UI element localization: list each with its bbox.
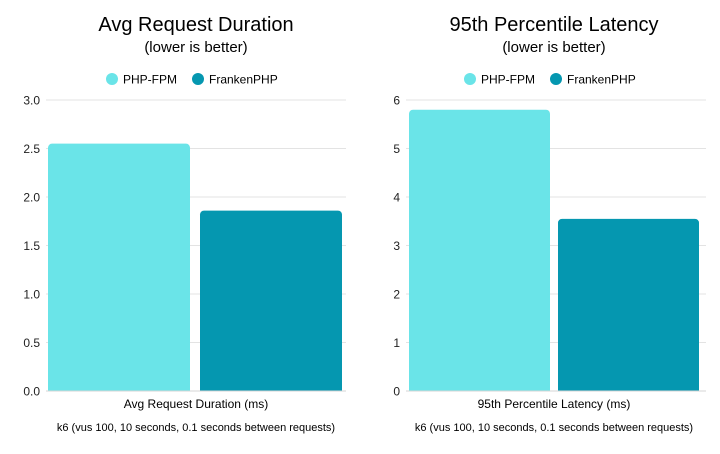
chart-note: k6 (vus 100, 10 seconds, 0.1 seconds bet… [415, 422, 693, 434]
y-tick-label: 1 [393, 336, 400, 350]
bar-base-frankenphp [558, 385, 699, 391]
bar-frankenphp [558, 218, 699, 391]
y-tick-label: 2.0 [23, 191, 40, 205]
y-tick-label: 6 [393, 94, 400, 108]
legend-label-0: PHP-FPM [123, 73, 177, 87]
legend-swatch-0 [464, 73, 476, 85]
y-tick-label: 3 [393, 239, 400, 253]
y-tick-label: 1.5 [23, 239, 40, 253]
legend-label-0: PHP-FPM [481, 73, 535, 87]
y-tick-label: 0.5 [23, 336, 40, 350]
y-tick-label: 0 [393, 385, 400, 399]
bar-php-fpm [409, 109, 550, 391]
y-tick-label: 0.0 [23, 385, 40, 399]
legend-swatch-0 [106, 73, 118, 85]
x-axis-label: 95th Percentile Latency (ms) [478, 397, 631, 411]
bar-base-frankenphp [200, 385, 342, 391]
chart-title: Avg Request Duration [98, 14, 293, 36]
legend-swatch-1 [192, 73, 204, 85]
chart-note: k6 (vus 100, 10 seconds, 0.1 seconds bet… [57, 422, 335, 434]
bar-base-php-fpm [409, 385, 550, 391]
y-tick-label: 1.0 [23, 288, 40, 302]
chart-title: 95th Percentile Latency [449, 14, 658, 36]
legend-label-1: FrankenPHP [567, 73, 636, 87]
chart-panel-p95-latency: 95th Percentile Latency (lower is better)… [393, 14, 706, 434]
y-tick-label: 4 [393, 191, 400, 205]
chart-subtitle: (lower is better) [502, 39, 605, 56]
legend-swatch-1 [550, 73, 562, 85]
legend-label-1: FrankenPHP [209, 73, 278, 87]
y-tick-label: 2.5 [23, 142, 40, 156]
chart-subtitle: (lower is better) [144, 39, 247, 56]
y-tick-label: 5 [393, 142, 400, 156]
y-tick-label: 2 [393, 288, 400, 302]
bar-php-fpm [48, 143, 190, 391]
bar-base-php-fpm [48, 385, 190, 391]
x-axis-label: Avg Request Duration (ms) [124, 397, 269, 411]
bar-frankenphp [200, 210, 342, 391]
chart-panel-avg-duration: Avg Request Duration (lower is better) PHP… [23, 14, 346, 434]
y-tick-label: 3.0 [23, 94, 40, 108]
